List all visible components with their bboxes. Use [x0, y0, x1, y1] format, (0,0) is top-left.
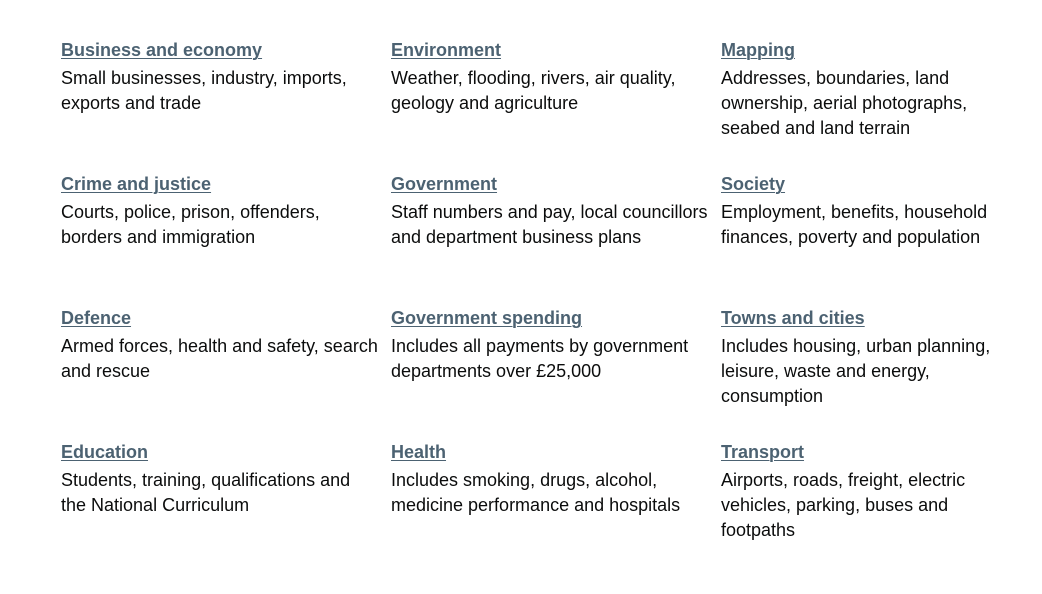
topic-environment: Environment Weather, flooding, rivers, a…: [391, 38, 721, 172]
topic-description-government: Staff numbers and pay, local councillors…: [391, 202, 708, 247]
topic-link-mapping[interactable]: Mapping: [721, 40, 795, 60]
topic-description-business-and-economy: Small businesses, industry, imports, exp…: [61, 68, 347, 113]
topic-link-towns-and-cities[interactable]: Towns and cities: [721, 308, 865, 328]
topic-link-transport[interactable]: Transport: [721, 442, 805, 462]
topic-crime-and-justice: Crime and justice Courts, police, prison…: [61, 172, 391, 306]
topic-link-government-spending[interactable]: Government spending: [391, 308, 583, 328]
topic-education: Education Students, training, qualificat…: [61, 440, 391, 574]
topic-link-environment[interactable]: Environment: [391, 40, 502, 60]
topic-mapping: Mapping Addresses, boundaries, land owne…: [721, 38, 1031, 172]
topic-grid: Business and economy Small businesses, i…: [61, 38, 1031, 574]
topic-link-business-and-economy[interactable]: Business and economy: [61, 40, 263, 60]
topic-link-health[interactable]: Health: [391, 442, 447, 462]
topic-society: Society Employment, benefits, household …: [721, 172, 1031, 306]
topic-link-education[interactable]: Education: [61, 442, 149, 462]
topic-description-defence: Armed forces, health and safety, search …: [61, 336, 378, 381]
topic-link-government[interactable]: Government: [391, 174, 498, 194]
topic-description-society: Employment, benefits, household finances…: [721, 202, 988, 247]
topic-transport: Transport Airports, roads, freight, elec…: [721, 440, 1031, 574]
topic-description-health: Includes smoking, drugs, alcohol, medici…: [391, 470, 681, 515]
topic-description-government-spending: Includes all payments by government depa…: [391, 336, 689, 381]
topic-description-towns-and-cities: Includes housing, urban planning, leisur…: [721, 336, 991, 406]
topic-description-environment: Weather, flooding, rivers, air quality, …: [391, 68, 676, 113]
topic-description-mapping: Addresses, boundaries, land ownership, a…: [721, 68, 968, 138]
topic-link-defence[interactable]: Defence: [61, 308, 132, 328]
topic-description-crime-and-justice: Courts, police, prison, offenders, borde…: [61, 202, 320, 247]
topic-health: Health Includes smoking, drugs, alcohol,…: [391, 440, 721, 574]
topic-towns-and-cities: Towns and cities Includes housing, urban…: [721, 306, 1031, 440]
topic-government-spending: Government spending Includes all payment…: [391, 306, 721, 440]
topic-description-education: Students, training, qualifications and t…: [61, 470, 351, 515]
topic-business-and-economy: Business and economy Small businesses, i…: [61, 38, 391, 172]
topic-government: Government Staff numbers and pay, local …: [391, 172, 721, 306]
topic-description-transport: Airports, roads, freight, electric vehic…: [721, 470, 966, 540]
topic-link-crime-and-justice[interactable]: Crime and justice: [61, 174, 212, 194]
topic-link-society[interactable]: Society: [721, 174, 786, 194]
topic-defence: Defence Armed forces, health and safety,…: [61, 306, 391, 440]
